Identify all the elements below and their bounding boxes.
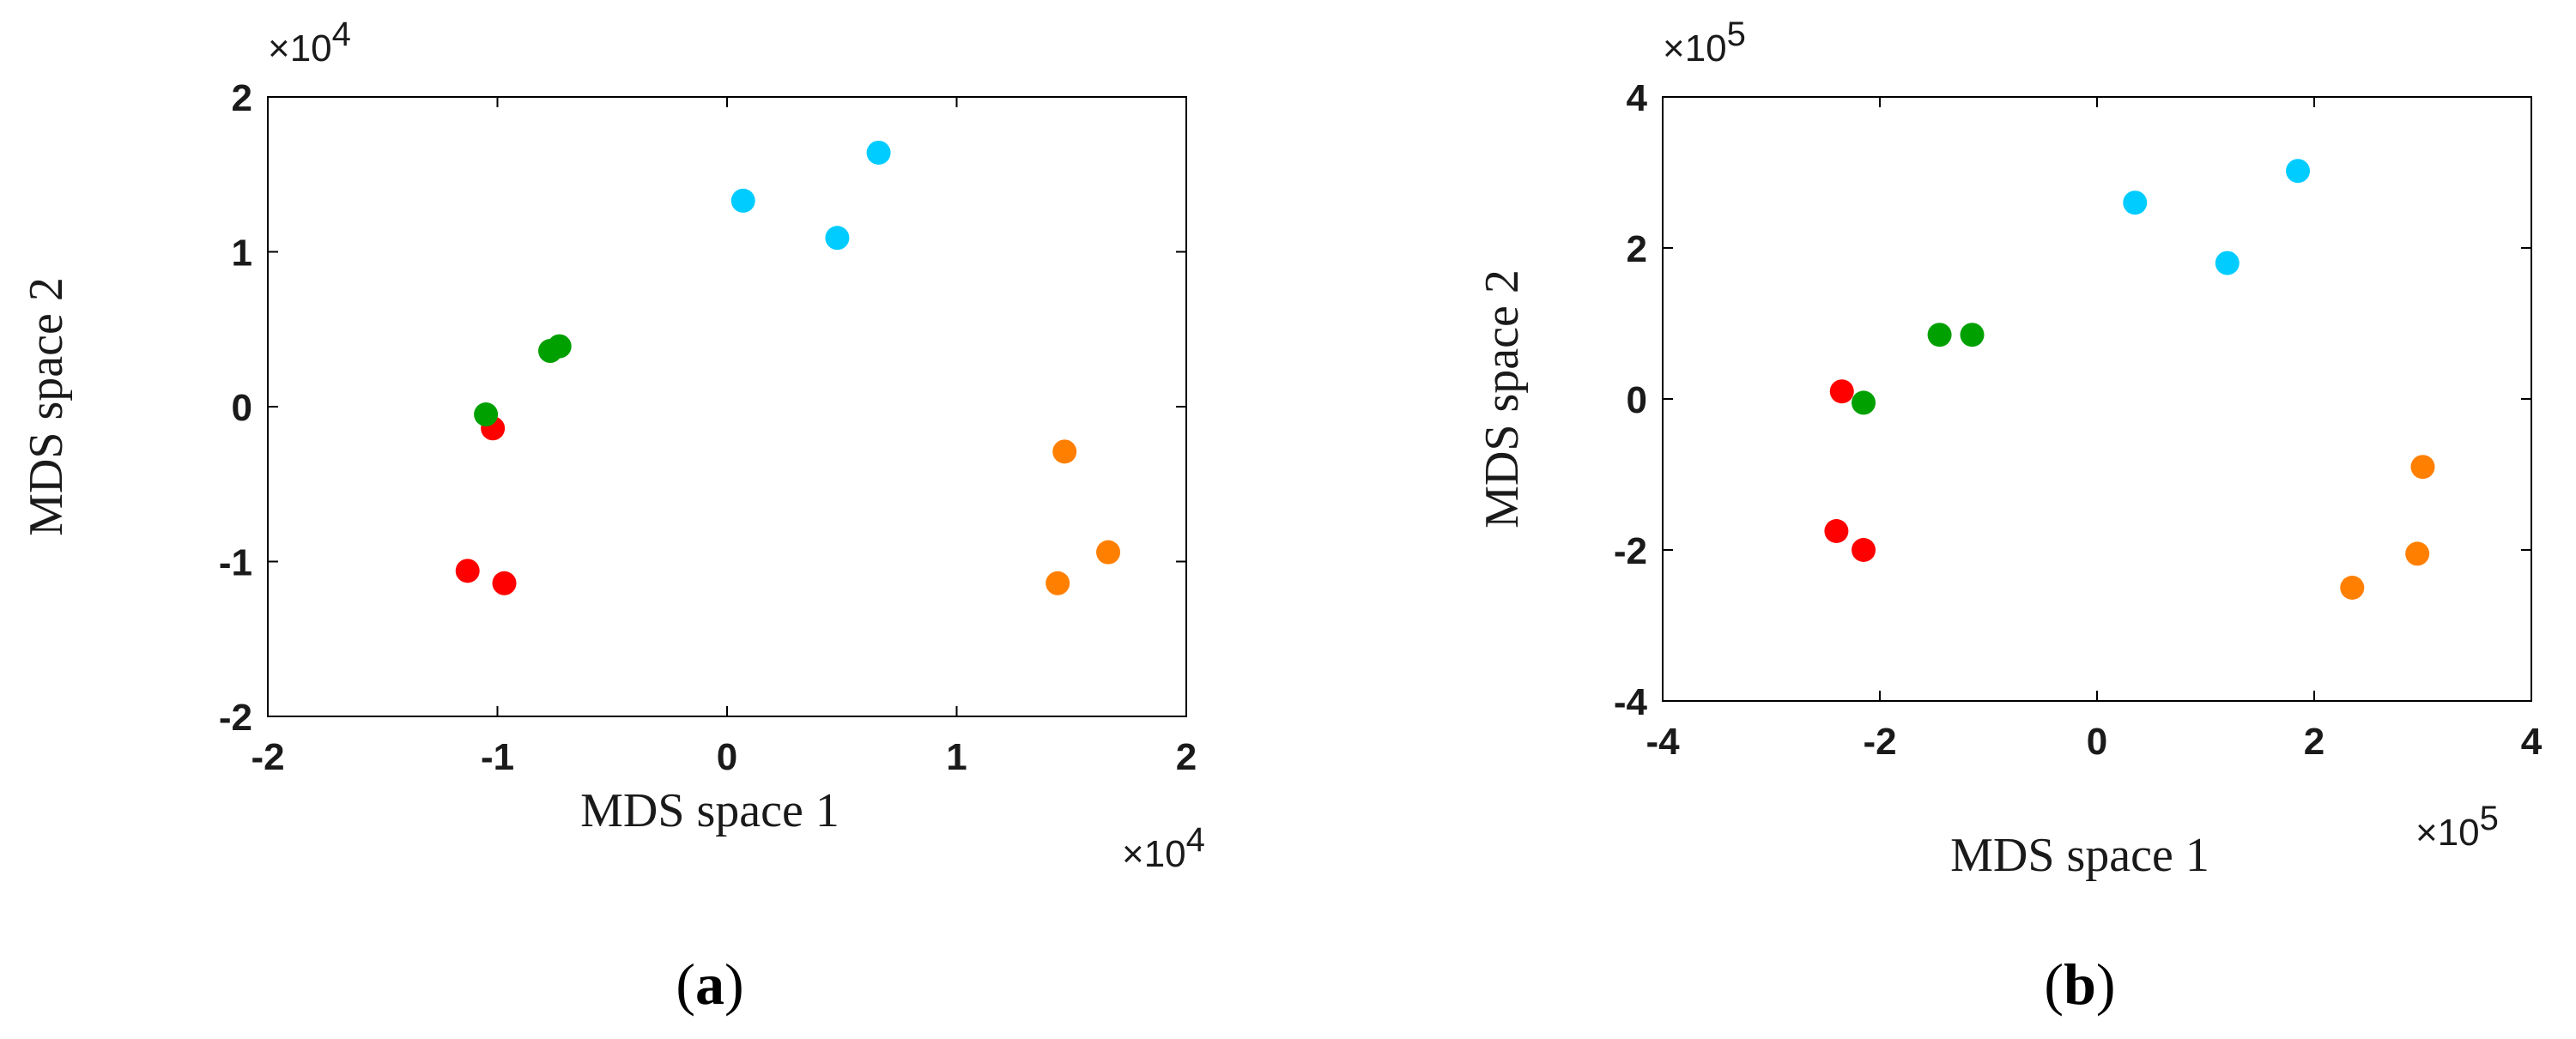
y-tick-label: 2 (1627, 228, 1647, 270)
panel-label-open: ( (676, 951, 695, 1017)
panel-label-letter: b (2064, 951, 2096, 1017)
y-tick-label: -2 (1614, 530, 1647, 572)
data-point (1046, 571, 1070, 595)
y-tick-label: 0 (1627, 379, 1647, 421)
data-point (1927, 323, 1952, 347)
y-axis-label: MDS space 2 (20, 277, 73, 536)
y-exponent-label: ×104 (268, 15, 351, 69)
x-tick-label: -2 (251, 736, 284, 778)
data-point (547, 334, 572, 359)
y-multiplier: ×10 (268, 27, 332, 69)
data-point (866, 140, 891, 165)
x-multiplier: ×10 (2415, 812, 2480, 854)
x-tick-label: 2 (2304, 721, 2324, 763)
panel-label-open: ( (2044, 951, 2064, 1017)
y-exponent-label: ×105 (1663, 15, 1746, 69)
x-exponent: 4 (1186, 821, 1205, 859)
panel-label-close: ) (2096, 951, 2116, 1017)
panel-label-close: ) (724, 951, 744, 1017)
data-point (2340, 576, 2365, 600)
plot-frame (1662, 96, 2532, 702)
data-point (2286, 159, 2311, 184)
x-tick-label: 1 (946, 736, 967, 778)
y-tick-label: 1 (232, 233, 252, 275)
panel-label: (a) (676, 951, 743, 1017)
data-point (455, 559, 480, 583)
data-point (825, 226, 850, 251)
y-exponent: 4 (332, 15, 351, 53)
data-point (474, 402, 499, 427)
data-point (2215, 251, 2240, 275)
data-point (1960, 323, 1985, 347)
y-exponent: 5 (1727, 15, 1746, 53)
data-point (1852, 390, 1876, 415)
x-tick-label: 2 (1176, 736, 1197, 778)
data-point (2410, 455, 2435, 480)
data-point (2123, 190, 2148, 215)
y-tick-label: 0 (232, 387, 252, 429)
data-point (492, 571, 517, 595)
data-point (1852, 538, 1876, 562)
panel-label: (b) (2044, 951, 2115, 1017)
x-tick-label: 0 (2087, 721, 2107, 763)
y-tick-label: 4 (1627, 77, 1648, 119)
x-tick-label: 0 (717, 736, 737, 778)
data-point (1829, 379, 1854, 404)
data-point (1052, 439, 1077, 464)
x-tick-label: -2 (1863, 721, 1896, 763)
x-multiplier: ×10 (1122, 833, 1186, 875)
x-tick-label: -4 (1646, 721, 1680, 763)
panel-label-letter: a (695, 951, 724, 1017)
x-exponent: 5 (2480, 800, 2499, 837)
x-tick-label: -1 (481, 736, 514, 778)
data-point (1096, 540, 1121, 565)
y-tick-label: 2 (232, 77, 252, 119)
data-point (1824, 519, 1849, 543)
plot-frame (267, 96, 1187, 717)
x-tick-label: 4 (2521, 721, 2543, 763)
x-exponent-label: ×105 (2415, 800, 2499, 854)
y-axis-label: MDS space 2 (1476, 269, 1529, 529)
y-multiplier: ×10 (1663, 27, 1727, 69)
x-exponent-label: ×104 (1122, 821, 1205, 875)
x-axis-label: MDS space 1 (580, 784, 839, 837)
y-tick-label: -4 (1614, 681, 1648, 723)
x-axis-label: MDS space 1 (1950, 829, 2209, 882)
y-tick-label: -1 (219, 542, 252, 584)
y-tick-label: -2 (219, 697, 252, 739)
data-point (730, 188, 755, 213)
data-point (2405, 541, 2430, 566)
